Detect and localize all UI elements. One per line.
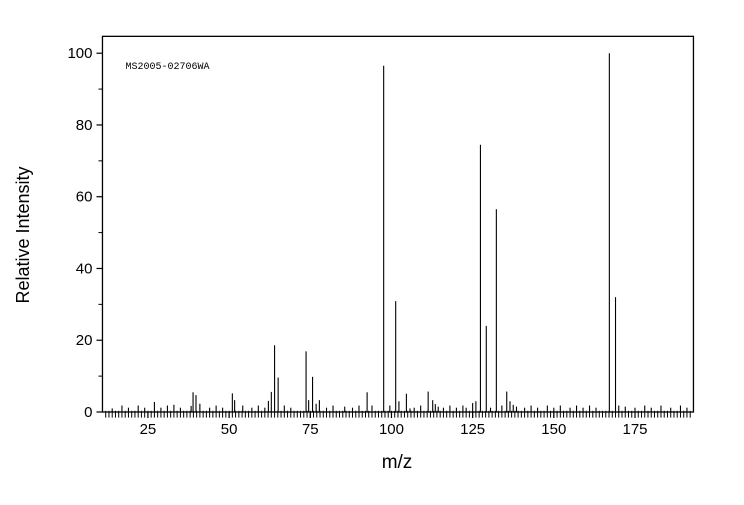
svg-text:100: 100 — [379, 421, 404, 438]
svg-text:20: 20 — [76, 332, 93, 349]
svg-text:MS2005-02706WA: MS2005-02706WA — [126, 62, 210, 73]
svg-text:80: 80 — [76, 117, 93, 134]
svg-text:150: 150 — [541, 421, 566, 438]
svg-text:0: 0 — [84, 404, 92, 421]
svg-text:60: 60 — [76, 189, 93, 206]
svg-text:25: 25 — [140, 421, 157, 438]
svg-text:125: 125 — [460, 421, 485, 438]
svg-text:m/z: m/z — [382, 452, 413, 473]
svg-text:75: 75 — [302, 421, 319, 438]
svg-text:Relative Intensity: Relative Intensity — [13, 166, 33, 303]
svg-text:40: 40 — [76, 260, 93, 277]
svg-text:100: 100 — [67, 45, 92, 62]
svg-text:50: 50 — [221, 421, 238, 438]
svg-text:175: 175 — [622, 421, 647, 438]
